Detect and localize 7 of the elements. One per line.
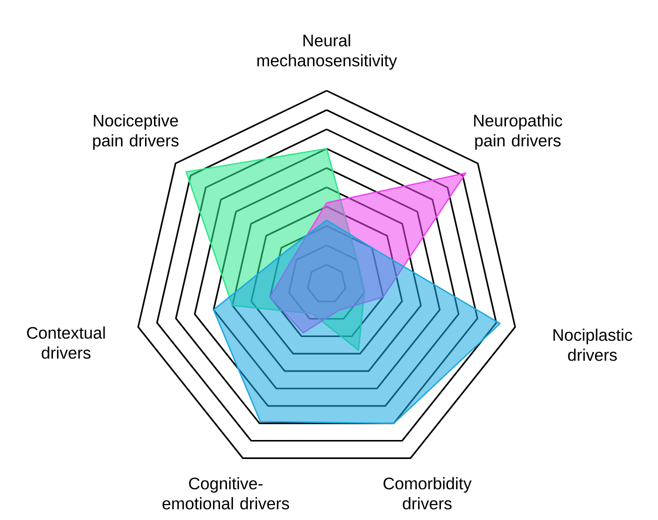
spoke-label: Comorbidity drivers	[384, 477, 472, 510]
spoke-label: Contextual drivers	[27, 326, 105, 359]
spoke-label: Nociplastic drivers	[553, 328, 632, 361]
spoke-label: Neuropathic pain drivers	[474, 114, 562, 150]
spoke-label: Neural mechanosensitivity	[257, 34, 398, 70]
spoke-label: Nociceptive pain drivers	[93, 114, 179, 150]
spoke-label: Cognitive-emotional drivers	[162, 477, 290, 510]
